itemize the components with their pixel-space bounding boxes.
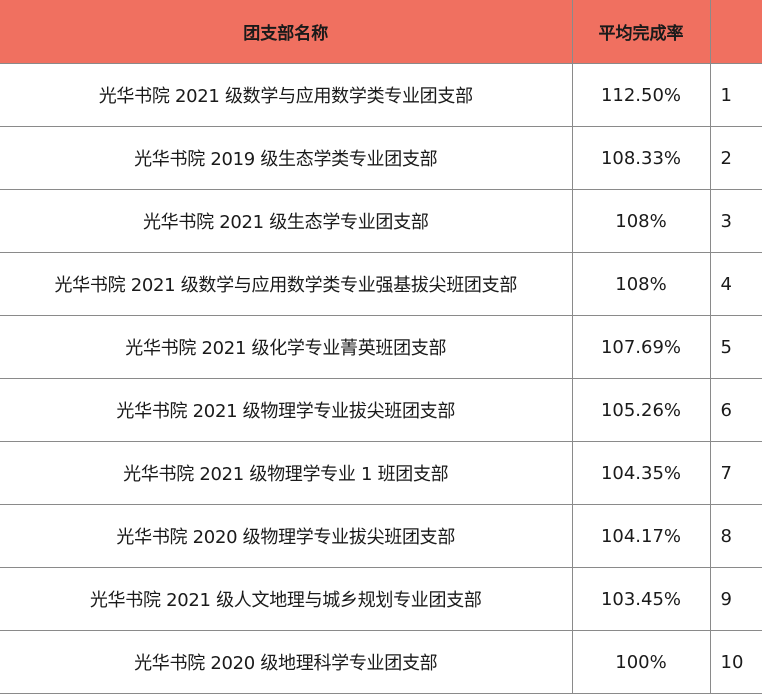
completion-rate-cell: 103.45% xyxy=(571,567,711,631)
rank-cell: 6 xyxy=(709,378,762,442)
completion-rate-cell: 112.50% xyxy=(571,63,711,127)
rank-cell: 4 xyxy=(709,252,762,316)
table-row: 光华书院 2021 级生态学专业团支部 108% 3 xyxy=(0,189,762,253)
branch-name-cell: 光华书院 2021 级人文地理与城乡规划专业团支部 xyxy=(0,567,573,631)
completion-rate-cell: 104.35% xyxy=(571,441,711,505)
completion-rate-cell: 100% xyxy=(571,630,711,694)
rank-cell: 9 xyxy=(709,567,762,631)
column-header-rate: 平均完成率 xyxy=(571,0,711,64)
completion-rate-cell: 105.26% xyxy=(571,378,711,442)
branch-name-cell: 光华书院 2021 级数学与应用数学类专业团支部 xyxy=(0,63,573,127)
completion-rate-cell: 108% xyxy=(571,189,711,253)
rank-cell: 8 xyxy=(709,504,762,568)
completion-rate-cell: 108% xyxy=(571,252,711,316)
table-row: 光华书院 2021 级化学专业菁英班团支部 107.69% 5 xyxy=(0,315,762,379)
table-row: 光华书院 2020 级地理科学专业团支部 100% 10 xyxy=(0,630,762,694)
table-row: 光华书院 2021 级物理学专业拔尖班团支部 105.26% 6 xyxy=(0,378,762,442)
column-header-name: 团支部名称 xyxy=(0,0,573,64)
table-row: 光华书院 2021 级数学与应用数学类专业团支部 112.50% 1 xyxy=(0,63,762,127)
completion-rate-cell: 107.69% xyxy=(571,315,711,379)
branch-name-cell: 光华书院 2021 级数学与应用数学类专业强基拔尖班团支部 xyxy=(0,252,573,316)
table-row: 光华书院 2021 级数学与应用数学类专业强基拔尖班团支部 108% 4 xyxy=(0,252,762,316)
table-row: 光华书院 2019 级生态学类专业团支部 108.33% 2 xyxy=(0,126,762,190)
rank-cell: 5 xyxy=(709,315,762,379)
branch-name-cell: 光华书院 2021 级化学专业菁英班团支部 xyxy=(0,315,573,379)
table-header: 团支部名称 平均完成率 xyxy=(0,0,762,64)
table-row: 光华书院 2021 级人文地理与城乡规划专业团支部 103.45% 9 xyxy=(0,567,762,631)
branch-name-cell: 光华书院 2019 级生态学类专业团支部 xyxy=(0,126,573,190)
rank-cell: 7 xyxy=(709,441,762,505)
table-body: 光华书院 2021 级数学与应用数学类专业团支部 112.50% 1 光华书院 … xyxy=(0,63,762,694)
branch-name-cell: 光华书院 2020 级地理科学专业团支部 xyxy=(0,630,573,694)
branch-name-cell: 光华书院 2021 级物理学专业拔尖班团支部 xyxy=(0,378,573,442)
completion-rate-cell: 104.17% xyxy=(571,504,711,568)
table-row: 光华书院 2020 级物理学专业拔尖班团支部 104.17% 8 xyxy=(0,504,762,568)
branch-name-cell: 光华书院 2020 级物理学专业拔尖班团支部 xyxy=(0,504,573,568)
completion-rate-cell: 108.33% xyxy=(571,126,711,190)
branch-name-cell: 光华书院 2021 级生态学专业团支部 xyxy=(0,189,573,253)
rank-cell: 2 xyxy=(709,126,762,190)
rank-cell: 1 xyxy=(709,63,762,127)
rank-cell: 3 xyxy=(709,189,762,253)
header-row: 团支部名称 平均完成率 xyxy=(0,0,762,64)
column-header-rank xyxy=(709,0,762,64)
branch-name-cell: 光华书院 2021 级物理学专业 1 班团支部 xyxy=(0,441,573,505)
table-row: 光华书院 2021 级物理学专业 1 班团支部 104.35% 7 xyxy=(0,441,762,505)
rank-cell: 10 xyxy=(709,630,762,694)
